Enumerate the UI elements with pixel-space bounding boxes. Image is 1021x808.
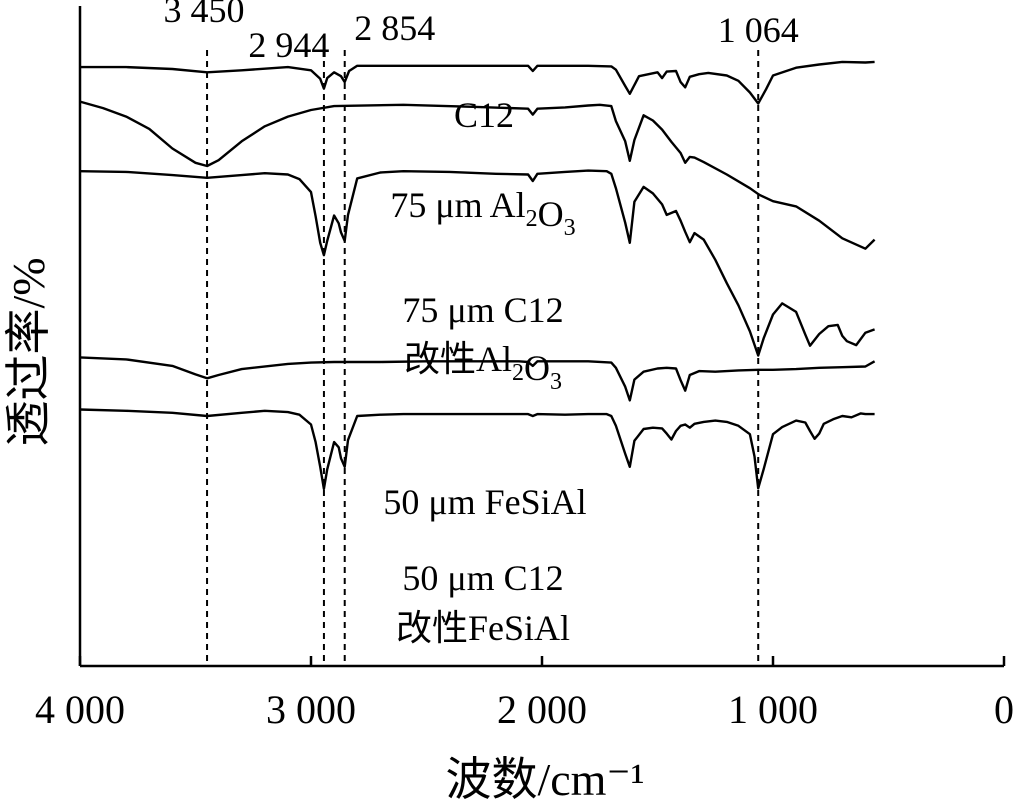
spectra — [79, 60, 876, 491]
series-line-3 — [79, 356, 876, 402]
series-labels: C12 75 μm Al2O3 75 μm C12 改性Al2O3 50 μm FeSi… — [383, 95, 586, 648]
series-label-4-line-1: 改性FeSiAl — [396, 608, 570, 648]
series-label-2-line-1: 改性Al2O3 — [404, 339, 562, 395]
x-ticks: 4 000 3 000 2 000 1 000 0 — [35, 656, 1014, 732]
x-tick-label-1: 3 000 — [266, 687, 356, 732]
peak-label-2: 2 854 — [354, 8, 435, 48]
series-line-1 — [79, 100, 876, 250]
x-tick-label-4: 0 — [994, 687, 1014, 732]
peak-label-1: 2 944 — [248, 25, 329, 65]
series-label-4-line-0: 50 μm C12 — [402, 558, 563, 598]
x-tick-label-3: 1 000 — [728, 687, 818, 732]
series-line-4 — [79, 408, 875, 491]
y-axis-title: 透过率/% — [3, 257, 54, 446]
peak-label-0: 3 450 — [164, 0, 245, 30]
series-line-0 — [80, 60, 875, 105]
series-label-3-line-0: 50 μm FeSiAl — [383, 482, 586, 522]
x-tick-label-0: 4 000 — [35, 687, 125, 732]
x-axis-title: 波数/cm⁻¹ — [445, 754, 644, 805]
series-label-0-line-0: C12 — [454, 95, 514, 135]
series-label-1-line-0: 75 μm Al2O3 — [390, 185, 575, 241]
series-line-2 — [79, 169, 876, 357]
series-label-2-line-0: 75 μm C12 — [402, 290, 563, 330]
x-tick-label-2: 2 000 — [497, 687, 587, 732]
peak-label-3: 1 064 — [718, 10, 799, 50]
